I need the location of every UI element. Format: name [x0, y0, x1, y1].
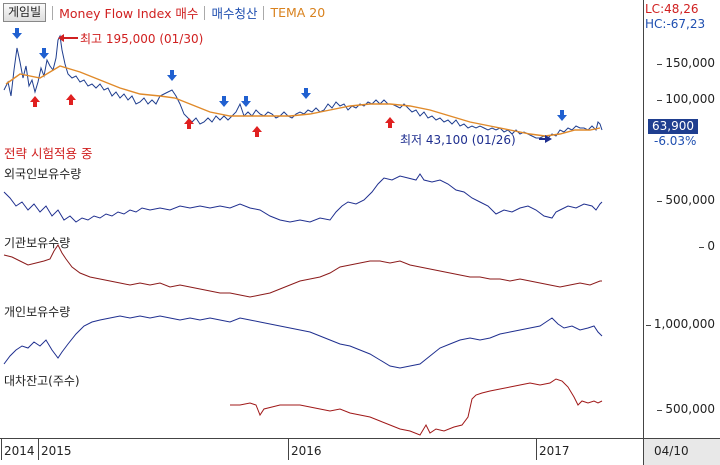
legend-separator — [204, 5, 206, 20]
individual-axis: 1,000,000 — [643, 300, 720, 369]
current-date: 04/10 — [654, 444, 689, 458]
current-date-box: 04/10 — [643, 439, 720, 465]
current-price-label: 63,900 — [648, 119, 698, 134]
high-annotation: 최고 195,000 (01/30) — [80, 32, 204, 46]
buy-signal-arrows — [30, 94, 395, 137]
buy-arrow — [252, 126, 262, 137]
individual-holdings-pane[interactable] — [0, 300, 643, 370]
legend-separator — [52, 5, 54, 20]
institution-pane-title: 기관보유수량 — [4, 236, 71, 250]
price-series-line — [3, 34, 603, 139]
legend-separator — [263, 5, 265, 20]
loan-tick: 500,000 — [657, 402, 715, 416]
loan-chart-svg — [230, 378, 603, 436]
sell-arrow — [12, 28, 22, 39]
individual-chart-svg — [3, 315, 603, 369]
loan-series-line — [230, 378, 603, 436]
price-axis: 150,000 100,000 — [643, 0, 720, 162]
individual-tick: 1,000,000 — [645, 317, 715, 331]
sell-arrow — [241, 96, 251, 107]
buy-arrow — [30, 96, 40, 107]
institution-axis: 0 — [643, 231, 720, 300]
price-pane[interactable] — [0, 0, 643, 163]
buy-arrow — [385, 117, 395, 128]
individual-pane-title: 개인보유수량 — [4, 305, 71, 319]
sell-arrow — [557, 110, 567, 121]
sell-arrow — [219, 96, 229, 107]
lc-value: LC:48,26 — [645, 2, 699, 16]
x-label-2017: 2017 — [536, 438, 570, 460]
tema-line — [5, 65, 601, 137]
buy-arrow — [184, 118, 194, 129]
strategy-status: 전략 시험적용 중 — [4, 146, 93, 161]
time-axis: 2014 2015 2016 2017 04/10 — [0, 438, 720, 465]
hc-value: HC:-67,23 — [645, 17, 706, 31]
loan-axis: 500,000 — [643, 369, 720, 438]
indicator-readout: LC:48,26 HC:-67,23 — [645, 2, 705, 32]
legend-tema: TEMA 20 — [270, 5, 326, 20]
foreign-chart-svg — [3, 173, 603, 223]
low-annotation: 최저 43,100 (01/26) — [400, 133, 516, 147]
foreign-tick: 500,000 — [657, 193, 715, 207]
sell-arrow — [39, 48, 49, 59]
individual-series-line — [3, 315, 603, 369]
price-tick-100000: 100,000 — [657, 92, 715, 106]
sell-signal-arrows — [12, 28, 567, 121]
institution-holdings-pane[interactable] — [0, 231, 643, 301]
high-marker-arrow — [58, 34, 78, 42]
foreign-pane-title: 외국인보유수량 — [4, 167, 82, 181]
x-label-2014: 2014 — [1, 438, 35, 460]
price-tick-150000: 150,000 — [657, 56, 715, 70]
institution-series-line — [3, 244, 602, 298]
x-label-2016: 2016 — [288, 438, 322, 460]
institution-tick: 0 — [699, 239, 715, 253]
stock-name-button[interactable]: 게임빌 — [3, 3, 47, 22]
legend-mfi: Money Flow Index 매수 — [59, 6, 199, 21]
legend-signal: 매수청산 — [211, 6, 258, 21]
foreign-series-line — [3, 173, 603, 223]
sell-arrow — [301, 88, 311, 99]
loan-pane-title: 대차잔고(주수) — [4, 374, 80, 388]
sell-arrow — [167, 70, 177, 81]
price-change-label: -6.03% — [654, 134, 697, 148]
buy-arrow — [66, 94, 76, 105]
institution-chart-svg — [3, 244, 602, 298]
chart-legend: 게임빌 Money Flow Index 매수 매수청산 TEMA 20 — [3, 3, 325, 22]
price-chart-svg — [3, 28, 603, 143]
low-marker-arrow — [539, 135, 552, 143]
x-label-2015: 2015 — [38, 438, 72, 460]
foreign-axis: 500,000 — [643, 162, 720, 231]
